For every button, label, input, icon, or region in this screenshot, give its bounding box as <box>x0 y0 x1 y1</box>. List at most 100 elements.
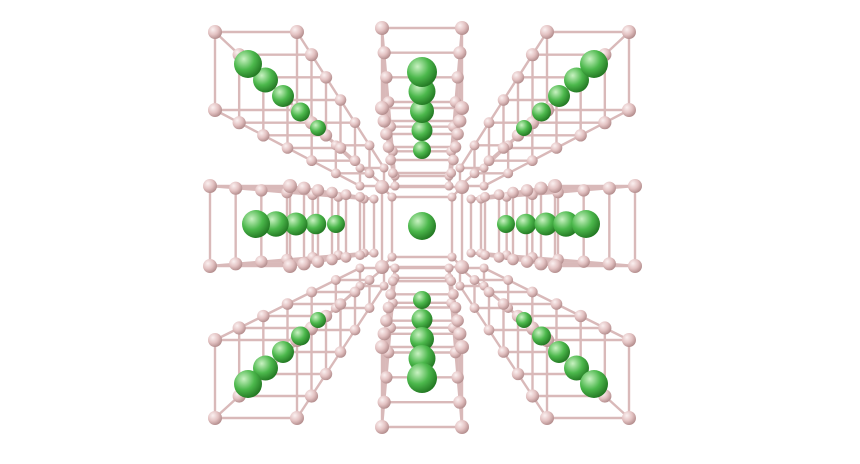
boron-atom <box>369 248 379 258</box>
boron-atom <box>622 333 636 347</box>
metal-atom <box>310 120 326 136</box>
boron-atom <box>453 114 467 128</box>
boron-atom <box>520 184 534 197</box>
boron-atom <box>208 103 222 117</box>
boron-atom <box>208 411 222 425</box>
boron-atom <box>203 179 217 193</box>
boron-atom <box>540 411 554 425</box>
boron-atom <box>455 260 469 274</box>
boron-atom <box>446 168 457 178</box>
boron-atom <box>375 260 389 274</box>
boron-atom <box>574 129 587 142</box>
boron-atom <box>526 286 538 298</box>
boron-atom <box>355 191 365 202</box>
boron-atom <box>380 371 393 384</box>
boron-atom <box>377 395 391 409</box>
boron-atom <box>507 186 519 199</box>
boron-atom <box>369 194 379 204</box>
boron-atom <box>455 340 469 354</box>
metal-atom <box>327 215 345 233</box>
boron-atom <box>483 155 495 167</box>
boron-atom <box>364 275 375 285</box>
boron-atom <box>390 181 400 191</box>
boron-atom <box>497 142 510 154</box>
boron-atom <box>455 281 465 291</box>
boron-atom <box>540 25 554 39</box>
boron-atom <box>550 142 563 154</box>
metal-atom <box>553 211 579 237</box>
boron-atom <box>577 184 590 197</box>
boron-atom <box>598 321 612 335</box>
boron-atom <box>334 94 347 106</box>
boron-atom <box>453 327 467 341</box>
boron-atom <box>340 251 352 263</box>
boron-atom <box>387 252 397 262</box>
boron-atom <box>455 163 465 173</box>
boron-atom <box>451 371 464 384</box>
boron-atom <box>479 263 489 273</box>
boron-atom <box>340 189 352 201</box>
metal-atom <box>516 312 532 328</box>
boron-atom <box>290 25 304 39</box>
boron-atom <box>349 324 361 336</box>
boron-atom <box>257 309 270 323</box>
metal-atom <box>564 355 589 381</box>
boron-atom <box>387 192 397 202</box>
metal-atom <box>532 326 551 346</box>
boron-atom <box>503 168 514 179</box>
metal-atom <box>272 85 294 107</box>
boron-atom <box>257 129 270 142</box>
boron-atom <box>479 181 489 191</box>
metal-atom <box>253 355 278 381</box>
boron-atom <box>380 71 393 84</box>
boron-atom <box>379 163 389 173</box>
boron-atom <box>628 259 642 273</box>
boron-atom <box>382 301 395 314</box>
boron-atom <box>297 257 311 271</box>
boron-atom <box>334 298 347 310</box>
metal-atom <box>410 327 434 351</box>
boron-atom <box>449 141 462 153</box>
boron-atom <box>380 127 393 141</box>
boron-atom <box>447 288 459 300</box>
boron-atom <box>455 21 469 35</box>
boron-atom <box>550 298 563 310</box>
boron-atom <box>453 395 467 409</box>
metal-atom <box>291 326 310 346</box>
boron-atom <box>319 71 333 84</box>
boron-atom <box>387 168 398 178</box>
boron-atom <box>232 116 246 130</box>
boron-atom <box>469 168 480 179</box>
boron-atom <box>375 101 389 115</box>
metal-atom <box>272 341 294 363</box>
metal-atom <box>305 213 327 235</box>
metal-atom <box>564 67 589 93</box>
boron-atom <box>311 184 325 197</box>
boron-atom <box>364 168 375 179</box>
boron-atom <box>511 71 525 84</box>
boron-atom <box>290 411 304 425</box>
boron-atom <box>385 154 397 166</box>
boron-atom <box>379 281 389 291</box>
metal-atom <box>408 212 436 240</box>
boron-atom <box>375 180 389 194</box>
boron-atom <box>503 275 514 285</box>
metal-atom <box>407 363 437 393</box>
boron-atom <box>511 367 525 381</box>
boron-atom <box>497 94 510 106</box>
boron-atom <box>480 250 490 261</box>
boron-atom <box>526 155 538 167</box>
boron-atom <box>455 420 469 434</box>
boron-atom <box>455 101 469 115</box>
metal-atom <box>234 370 262 398</box>
metal-atom <box>532 102 551 122</box>
boron-atom <box>375 21 389 35</box>
boron-atom <box>334 346 347 358</box>
metal-atom <box>497 215 515 233</box>
metal-atom <box>310 312 326 328</box>
boron-atom <box>377 114 391 128</box>
metal-atom <box>413 291 431 309</box>
metal-atom <box>253 67 278 93</box>
boron-atom <box>377 46 391 60</box>
